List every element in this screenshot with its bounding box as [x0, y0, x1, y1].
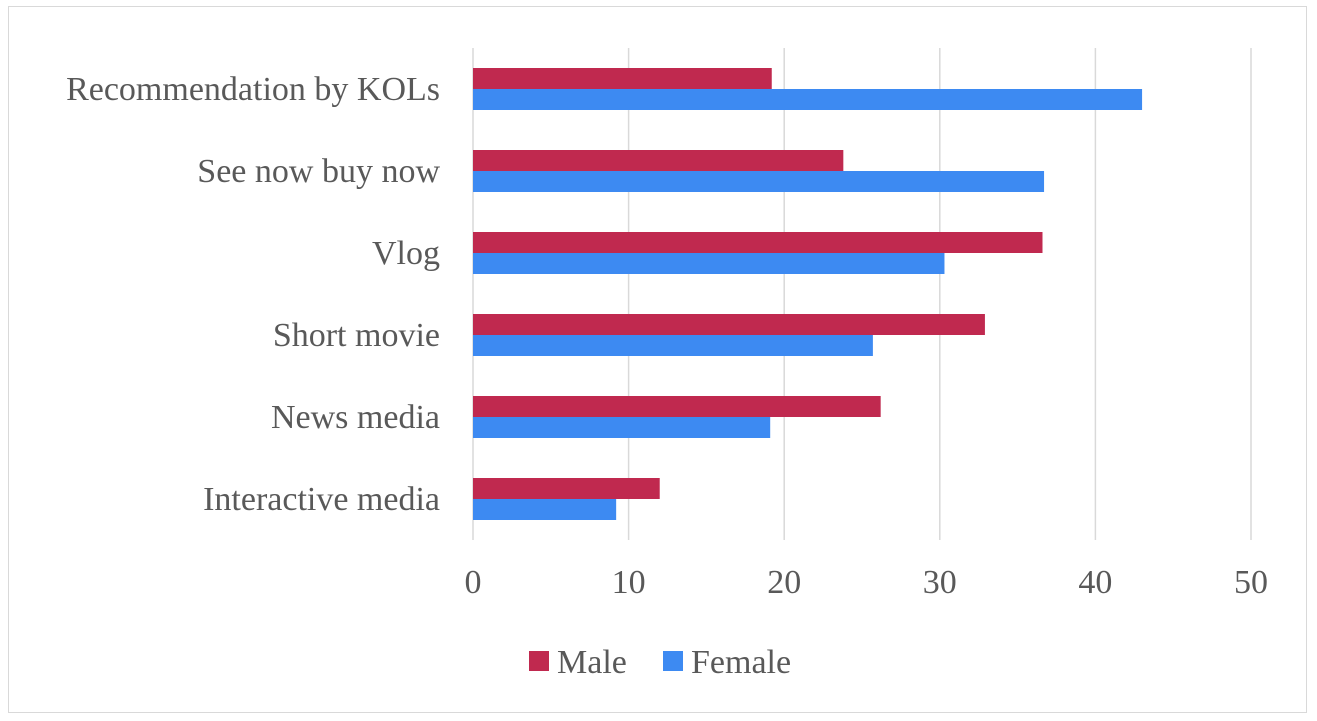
bar-male-0	[473, 68, 772, 89]
category-label: Vlog	[372, 235, 440, 272]
category-label: Interactive media	[203, 481, 440, 518]
gridlines	[472, 48, 1252, 540]
bar-male-1	[473, 150, 844, 171]
bar-female-0	[473, 89, 1143, 110]
bar-male-3	[473, 314, 985, 335]
bar-female-2	[473, 253, 945, 274]
bar-female-5	[473, 499, 617, 520]
legend-swatch-male	[529, 651, 549, 671]
category-label: News media	[271, 399, 440, 436]
x-tick-label: 20	[767, 564, 801, 601]
category-label: Short movie	[273, 317, 440, 354]
x-tick-label: 10	[612, 564, 646, 601]
tick-labels: 0 10 20 30 40 50	[465, 564, 1269, 601]
legend-label-female: Female	[691, 644, 791, 681]
legend-label-male: Male	[557, 644, 627, 681]
x-tick-label: 0	[465, 564, 482, 601]
chart-frame	[8, 6, 1307, 713]
bar-male-2	[473, 232, 1043, 253]
x-tick-label: 40	[1078, 564, 1112, 601]
bar-male-5	[473, 478, 660, 499]
x-tick-label: 30	[923, 564, 957, 601]
bar-female-3	[473, 335, 873, 356]
category-label: See now buy now	[197, 153, 440, 190]
legend: Male Female	[529, 644, 791, 681]
x-tick-label: 50	[1234, 564, 1268, 601]
bar-female-4	[473, 417, 771, 438]
bar-male-4	[473, 396, 881, 417]
legend-swatch-female	[663, 651, 683, 671]
bars	[473, 68, 1143, 520]
bar-female-1	[473, 171, 1045, 192]
category-label: Recommendation by KOLs	[66, 71, 440, 108]
category-labels: Recommendation by KOLs See now buy now Vlo…	[66, 71, 440, 518]
